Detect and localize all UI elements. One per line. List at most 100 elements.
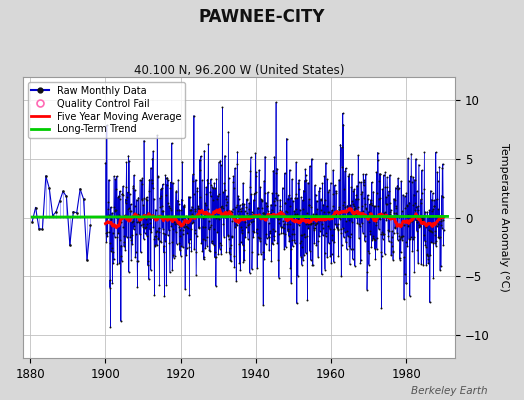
Point bbox=[346, 234, 354, 241]
Point bbox=[277, 230, 286, 236]
Point bbox=[107, 244, 116, 251]
Point bbox=[428, 190, 436, 196]
Point bbox=[436, 234, 444, 241]
Point bbox=[324, 240, 333, 246]
Point bbox=[221, 214, 229, 220]
Point bbox=[398, 236, 406, 243]
Point bbox=[168, 239, 176, 245]
Point bbox=[281, 231, 290, 238]
Point bbox=[105, 176, 113, 183]
Point bbox=[112, 186, 121, 193]
Point bbox=[439, 217, 447, 223]
Point bbox=[183, 224, 191, 231]
Point bbox=[428, 229, 436, 235]
Point bbox=[429, 275, 438, 281]
Point bbox=[181, 213, 190, 220]
Point bbox=[359, 171, 367, 178]
Point bbox=[336, 214, 344, 220]
Point bbox=[146, 226, 154, 233]
Point bbox=[414, 260, 422, 266]
Point bbox=[403, 202, 411, 208]
Point bbox=[324, 209, 332, 215]
Point bbox=[413, 203, 422, 210]
Point bbox=[326, 180, 335, 186]
Point bbox=[184, 215, 192, 221]
Point bbox=[127, 257, 135, 264]
Point bbox=[416, 223, 424, 229]
Point bbox=[184, 193, 193, 200]
Point bbox=[304, 225, 312, 232]
Point bbox=[154, 235, 162, 242]
Point bbox=[364, 248, 373, 254]
Point bbox=[353, 204, 362, 210]
Point bbox=[431, 232, 439, 238]
Point bbox=[430, 202, 438, 209]
Point bbox=[391, 224, 399, 230]
Point bbox=[376, 195, 385, 202]
Point bbox=[125, 158, 133, 164]
Point bbox=[388, 243, 397, 249]
Y-axis label: Temperature Anomaly (°C): Temperature Anomaly (°C) bbox=[499, 143, 509, 292]
Point bbox=[395, 232, 403, 239]
Point bbox=[407, 234, 415, 240]
Point bbox=[394, 236, 402, 243]
Point bbox=[276, 196, 285, 203]
Point bbox=[196, 210, 204, 216]
Point bbox=[358, 203, 366, 210]
Point bbox=[250, 190, 259, 197]
Point bbox=[217, 251, 225, 257]
Point bbox=[436, 267, 444, 273]
Point bbox=[126, 208, 134, 214]
Point bbox=[330, 226, 339, 232]
Point bbox=[176, 247, 184, 254]
Point bbox=[314, 215, 323, 221]
Point bbox=[337, 230, 345, 237]
Point bbox=[334, 252, 343, 259]
Point bbox=[232, 278, 241, 284]
Point bbox=[417, 261, 425, 267]
Point bbox=[102, 230, 110, 236]
Point bbox=[278, 209, 286, 216]
Point bbox=[111, 234, 119, 240]
Point bbox=[383, 184, 391, 190]
Point bbox=[248, 217, 257, 224]
Point bbox=[296, 206, 304, 213]
Point bbox=[173, 220, 181, 226]
Point bbox=[261, 212, 269, 218]
Point bbox=[236, 208, 245, 215]
Point bbox=[219, 205, 227, 212]
Point bbox=[348, 256, 357, 262]
Point bbox=[354, 152, 363, 158]
Point bbox=[370, 203, 378, 209]
Point bbox=[167, 179, 175, 186]
Point bbox=[308, 262, 316, 268]
Point bbox=[132, 249, 140, 255]
Point bbox=[121, 246, 129, 253]
Point bbox=[149, 148, 157, 154]
Point bbox=[411, 207, 419, 213]
Point bbox=[282, 208, 290, 214]
Point bbox=[268, 190, 277, 197]
Point bbox=[117, 318, 125, 324]
Point bbox=[148, 212, 156, 218]
Point bbox=[416, 213, 424, 220]
Point bbox=[384, 192, 392, 198]
Point bbox=[156, 238, 164, 244]
Point bbox=[282, 217, 291, 223]
Point bbox=[393, 230, 401, 236]
Point bbox=[385, 211, 394, 218]
Point bbox=[423, 208, 431, 215]
Point bbox=[171, 221, 180, 227]
Point bbox=[407, 178, 416, 185]
Point bbox=[209, 209, 217, 215]
Point bbox=[120, 243, 128, 249]
Point bbox=[165, 240, 173, 246]
Point bbox=[228, 208, 237, 215]
Point bbox=[434, 221, 442, 227]
Point bbox=[149, 196, 158, 202]
Point bbox=[375, 226, 383, 232]
Point bbox=[264, 208, 272, 214]
Point bbox=[166, 205, 174, 212]
Point bbox=[189, 191, 198, 197]
Point bbox=[407, 150, 416, 157]
